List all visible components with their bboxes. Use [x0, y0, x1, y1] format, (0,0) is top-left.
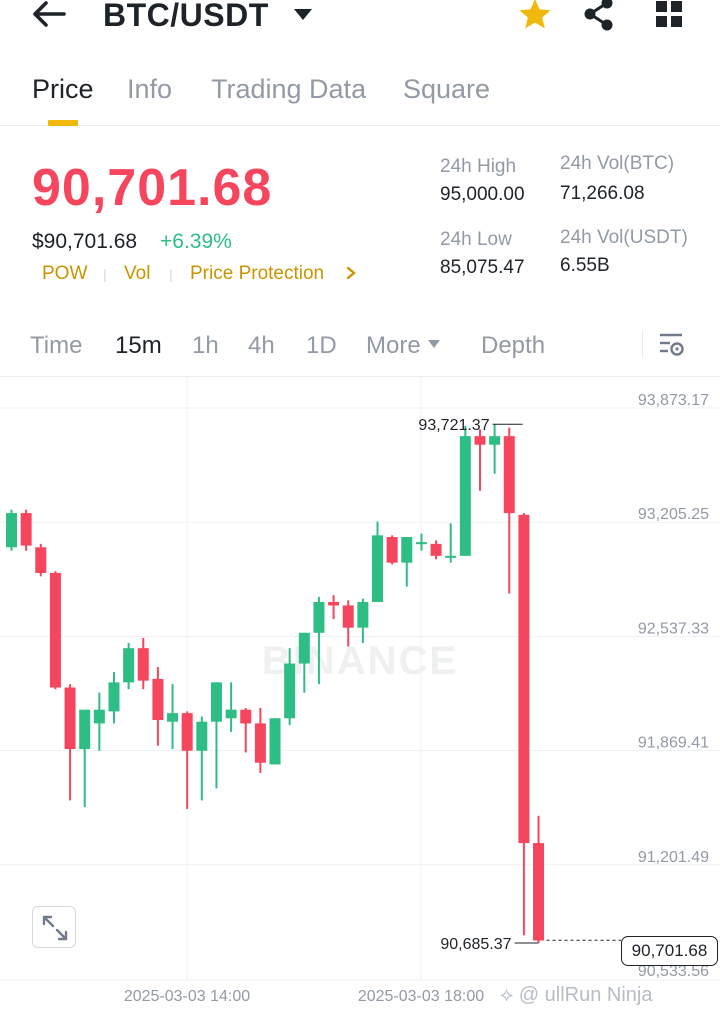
candle-body — [254, 723, 266, 763]
candle-body — [518, 514, 530, 844]
candle-body — [64, 687, 76, 750]
interval-4h[interactable]: 4h — [248, 332, 275, 359]
candle-body — [386, 537, 398, 563]
chart-settings-icon[interactable] — [658, 331, 686, 359]
candle-body — [415, 542, 427, 545]
candle-body — [459, 436, 471, 556]
chevron-right-icon[interactable] — [344, 264, 358, 282]
x-tick-label: 2025-03-03 18:00 — [358, 988, 484, 1005]
x-tick-label: 2025-03-03 14:00 — [124, 988, 250, 1005]
stat-vol-usdt-label: 24h Vol(USDT) — [560, 227, 688, 248]
interval-1h[interactable]: 1h — [192, 332, 219, 359]
header: BTC/USDT — [0, 0, 720, 40]
candlestick-chart[interactable]: 93,873.17 93,205.25 92,537.33 91,869.41 91,2… — [0, 377, 720, 1018]
candle-body — [372, 535, 383, 603]
share-icon[interactable] — [582, 0, 616, 32]
star-icon[interactable] — [516, 0, 554, 32]
tab-info[interactable]: Info — [127, 74, 173, 104]
y-tick-label: 93,873.17 — [638, 392, 709, 409]
candle-body — [298, 632, 310, 664]
pair-title[interactable]: BTC/USDT — [103, 0, 269, 33]
tag-vol[interactable]: Vol — [124, 263, 151, 284]
candle-body — [240, 709, 252, 724]
back-arrow-icon[interactable] — [30, 0, 70, 32]
stat-low-value: 85,075.47 — [440, 257, 525, 278]
tag-separator: | — [103, 266, 107, 282]
tag-separator: | — [169, 266, 173, 282]
candle-body — [137, 648, 149, 681]
watermark: ⟡ @ ullRun Ninja — [500, 984, 653, 1006]
tab-trading-data[interactable]: Trading Data — [211, 74, 367, 104]
candle-body — [35, 547, 47, 573]
y-tick-label: 92,537.33 — [638, 620, 709, 637]
last-price: 90,701.68 — [32, 159, 273, 217]
stat-high-label: 24h High — [440, 156, 517, 177]
candle-body — [328, 602, 340, 606]
tab-square[interactable]: Square — [403, 74, 491, 104]
candle-body — [167, 713, 179, 722]
candle-body — [93, 709, 105, 724]
candle-body — [181, 713, 193, 751]
candle-body — [445, 555, 457, 558]
candle-body — [357, 602, 369, 628]
candle-body — [152, 678, 164, 720]
candle-body — [210, 682, 222, 722]
candle-body — [196, 721, 208, 751]
y-tick-label: 90,533.56 — [638, 963, 709, 980]
candle-body — [489, 436, 501, 445]
candle-body — [49, 572, 61, 688]
usd-price: $90,701.68 — [32, 230, 138, 253]
candle-body — [284, 663, 296, 719]
candle-body — [108, 682, 120, 712]
candle-body — [503, 436, 515, 514]
grid-icon[interactable] — [654, 0, 686, 30]
divider — [642, 330, 643, 358]
high-marker-label: 93,721.37 — [418, 417, 489, 434]
interval-1d[interactable]: 1D — [306, 332, 337, 359]
stat-low-label: 24h Low — [440, 229, 512, 250]
stat-vol-btc-value: 71,266.08 — [560, 183, 645, 204]
tag-pow[interactable]: POW — [42, 263, 88, 284]
tag-price-protection[interactable]: Price Protection — [190, 263, 325, 284]
fullscreen-button[interactable] — [32, 906, 76, 948]
active-tab-indicator — [48, 120, 78, 126]
stat-high-value: 95,000.00 — [440, 184, 525, 205]
candle-body — [6, 513, 17, 548]
tab-price[interactable]: Price — [32, 74, 94, 104]
candle-body — [474, 436, 486, 445]
y-tick-label: 91,201.49 — [638, 849, 709, 866]
candle-body — [430, 543, 442, 556]
y-tick-label: 93,205.25 — [638, 506, 709, 523]
interval-more[interactable]: More — [366, 332, 421, 359]
last-price-marker: 90,701.68 — [621, 936, 718, 966]
candle-body — [533, 843, 545, 941]
tab-bar: Price Info Trading Data Square — [0, 70, 720, 126]
caret-down-icon[interactable] — [427, 339, 441, 349]
low-marker-label: 90,685.37 — [440, 936, 511, 953]
candle-body — [401, 537, 413, 563]
expand-icon — [42, 915, 68, 941]
candle-body — [20, 513, 32, 546]
candle-body — [123, 648, 135, 683]
interval-time[interactable]: Time — [30, 332, 83, 359]
candle-body — [342, 605, 354, 628]
y-tick-label: 91,869.41 — [638, 735, 709, 752]
price-change: +6.39% — [160, 230, 232, 253]
candle-body — [313, 602, 325, 633]
interval-depth[interactable]: Depth — [481, 332, 546, 359]
candle-body — [79, 709, 91, 750]
candle-body — [269, 718, 281, 765]
stat-vol-btc-label: 24h Vol(BTC) — [560, 153, 675, 174]
candle-body — [225, 709, 237, 719]
interval-15m[interactable]: 15m — [115, 332, 162, 359]
caret-down-icon[interactable] — [292, 6, 314, 22]
divider — [0, 376, 720, 377]
stat-vol-usdt-value: 6.55B — [560, 255, 610, 276]
